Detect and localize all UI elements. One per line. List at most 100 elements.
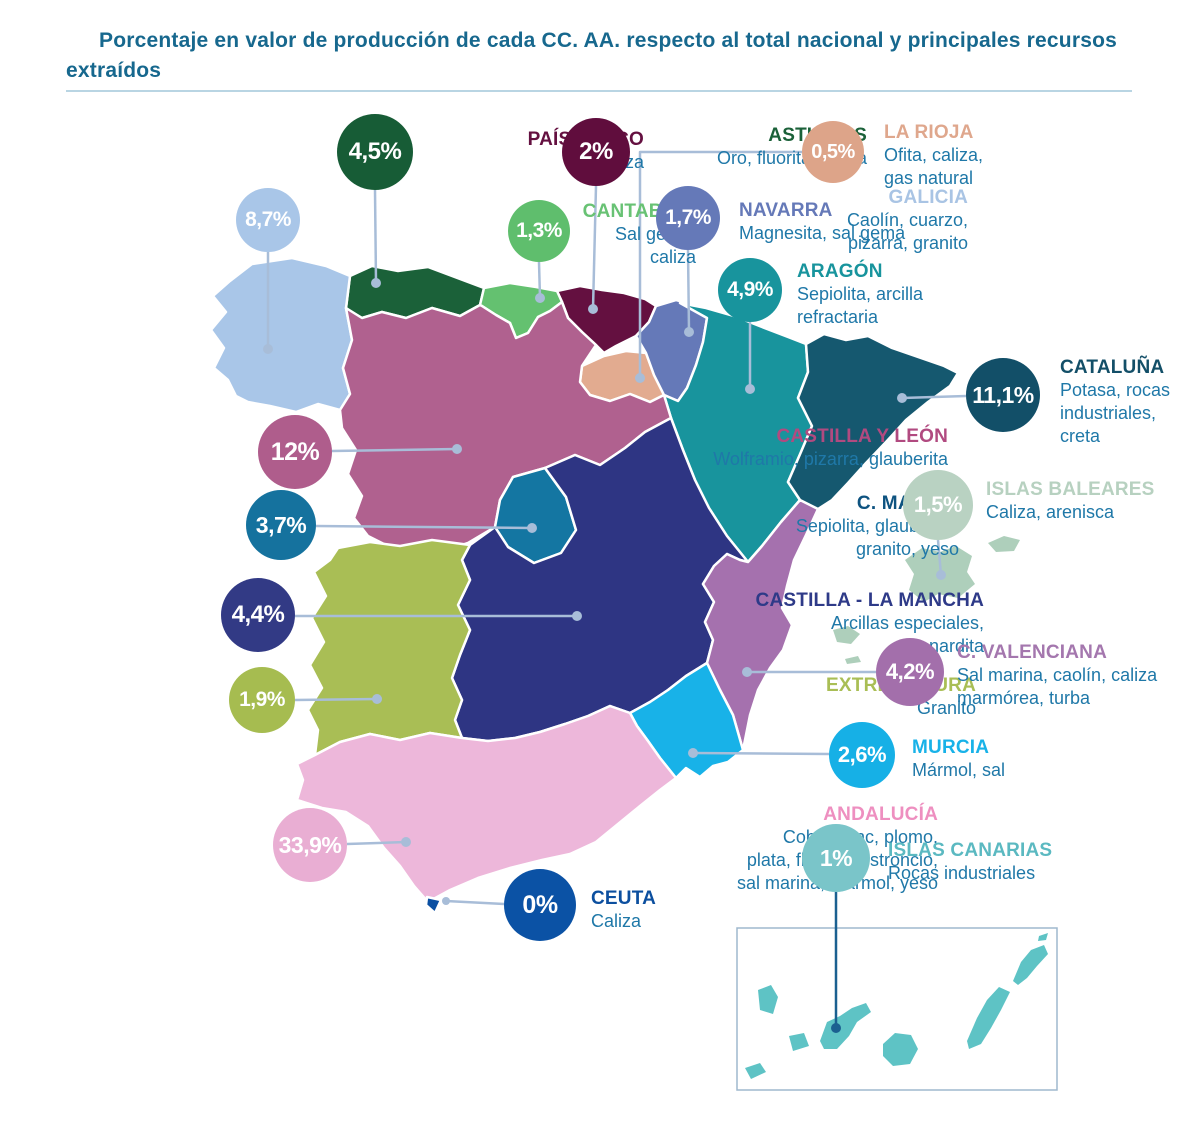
region-percent: 1,7% bbox=[665, 206, 711, 229]
region-percent: 4,2% bbox=[885, 659, 935, 684]
region-shape-galicia bbox=[209, 256, 354, 414]
tenerife-island bbox=[820, 1003, 871, 1049]
region-shape-andalucia bbox=[295, 704, 678, 904]
region-bubble-castillaleon: 12% bbox=[258, 415, 332, 489]
callout-line-larioja bbox=[638, 150, 802, 378]
region-label-navarra: NAVARRA Magnesita, sal gema bbox=[739, 199, 905, 245]
region-percent: 0,5% bbox=[811, 140, 855, 163]
region-name: NAVARRA bbox=[739, 200, 833, 221]
region-resources-line: pizarra, granito bbox=[847, 233, 968, 253]
region-label-cataluna: CATALUÑA Potasa, rocas industriales, creta bbox=[1060, 356, 1170, 448]
callout-dot-asturias bbox=[371, 278, 381, 288]
el-hierro-island bbox=[745, 1063, 766, 1079]
region-bubble-canarias: 1% bbox=[802, 824, 870, 892]
region-bubble-murcia: 2,6% bbox=[829, 722, 895, 788]
callout-line-castillaleon bbox=[331, 447, 458, 453]
region-shape-ceuta bbox=[424, 895, 443, 915]
region-name: MURCIA bbox=[912, 737, 990, 758]
fuerteventura-island bbox=[967, 987, 1010, 1049]
region-name: CASTILLA Y LEÓN bbox=[776, 426, 948, 447]
callout-line-madrid bbox=[315, 524, 533, 530]
region-bubble-galicia: 8,7% bbox=[236, 188, 300, 252]
callout-dot-extremadura bbox=[372, 694, 382, 704]
region-percent: 0% bbox=[522, 890, 558, 919]
region-percent: 4,5% bbox=[348, 138, 402, 165]
region-name: CASTILLA - LA MANCHA bbox=[755, 590, 984, 611]
region-resources-line: Wolframio, pizarra, glauberita bbox=[713, 449, 948, 469]
region-resources-line: Magnesita, sal gema bbox=[739, 223, 906, 243]
region-label-ceuta: CEUTA Caliza bbox=[591, 887, 656, 933]
region-bubble-asturias: 4,5% bbox=[337, 114, 413, 190]
region-label-aragon: ARAGÓN Sepiolita, arcilla refractaria bbox=[797, 260, 923, 329]
page-title: Porcentaje en valor de producción de cad… bbox=[66, 29, 1117, 82]
region-bubble-clm: 4,4% bbox=[221, 578, 295, 652]
callout-line-cataluna bbox=[901, 394, 967, 400]
region-resources-line: Caolín, cuarzo, bbox=[846, 210, 968, 230]
region-percent: 3,7% bbox=[255, 511, 307, 538]
region-name: ISLAS CANARIAS bbox=[888, 840, 1053, 861]
region-bubble-larioja: 0,5% bbox=[802, 121, 864, 183]
region-resources-line: Mármol, sal bbox=[912, 760, 1006, 780]
region-bubble-cantabria: 1,3% bbox=[508, 200, 570, 262]
region-name: LA RIOJA bbox=[884, 122, 974, 143]
region-name: CATALUÑA bbox=[1060, 357, 1165, 378]
region-resources-line: industriales, bbox=[1060, 403, 1157, 423]
callout-line-paisvasco bbox=[591, 185, 598, 310]
region-name: ANDALUCÍA bbox=[823, 804, 938, 825]
region-label-murcia: MURCIA Mármol, sal bbox=[912, 736, 1005, 782]
callout-dot-larioja bbox=[635, 373, 645, 383]
region-name: ISLAS BALEARES bbox=[986, 479, 1155, 500]
lanzarote-island bbox=[1013, 945, 1048, 985]
region-shape-extremadura bbox=[306, 538, 472, 757]
region-shape-castillaleon bbox=[338, 300, 673, 558]
callout-dot-clm bbox=[572, 611, 582, 621]
callout-dot-castillaleon bbox=[452, 444, 462, 454]
region-resources-line: creta bbox=[1060, 426, 1101, 446]
region-resources-line: refractaria bbox=[797, 307, 879, 327]
region-percent: 2% bbox=[579, 138, 613, 165]
ibiza-island bbox=[833, 626, 860, 644]
region-bubble-navarra: 1,7% bbox=[656, 186, 720, 250]
region-label-castillaleon: CASTILLA Y LEÓN Wolframio, pizarra, glaub… bbox=[713, 425, 948, 471]
callout-line-ceuta bbox=[445, 899, 505, 906]
region-percent: 1% bbox=[819, 844, 853, 871]
region-label-baleares: ISLAS BALEARES Caliza, arenisca bbox=[986, 478, 1155, 524]
region-percent: 33,9% bbox=[278, 831, 342, 858]
region-resources-line: thenardita bbox=[903, 636, 984, 656]
region-resources-line: Sal marina, caolín, caliza bbox=[957, 665, 1158, 685]
gran-canaria-island bbox=[883, 1033, 918, 1066]
region-name: CEUTA bbox=[591, 888, 657, 909]
region-label-galicia: GALICIA Caolín, cuarzo, pizarra, granito bbox=[847, 186, 968, 255]
callout-line-baleares bbox=[936, 539, 943, 576]
region-name: ARAGÓN bbox=[797, 261, 883, 282]
callout-line-extremadura bbox=[294, 697, 378, 702]
callout-dot-cataluna bbox=[897, 393, 907, 403]
region-resources-line: caliza bbox=[649, 247, 696, 267]
region-percent: 11,1% bbox=[972, 381, 1034, 408]
region-resources-line: gas natural bbox=[884, 168, 974, 188]
callout-dot-ceuta bbox=[442, 897, 450, 905]
callout-dot-madrid bbox=[527, 523, 537, 533]
region-percent: 4,4% bbox=[231, 601, 285, 628]
callout-line-andalucia bbox=[346, 840, 407, 846]
region-bubble-baleares: 1,5% bbox=[903, 470, 973, 540]
callout-dot-navarra bbox=[684, 327, 694, 337]
region-resources-line: Sepiolita, arcilla bbox=[797, 284, 924, 304]
la-graciosa-island bbox=[1038, 933, 1048, 941]
region-percent: 1,5% bbox=[913, 492, 963, 517]
region-bubble-aragon: 4,9% bbox=[718, 258, 782, 322]
region-resources-line: Granito bbox=[916, 698, 976, 718]
callout-dot-aragon bbox=[745, 384, 755, 394]
region-resources-line: Rocas industriales bbox=[888, 863, 1036, 883]
callout-dot-valenciana bbox=[742, 667, 752, 677]
la-gomera-island bbox=[789, 1033, 809, 1051]
region-percent: 1,9% bbox=[239, 688, 285, 711]
region-bubble-andalucia: 33,9% bbox=[273, 808, 347, 882]
region-shape-asturias bbox=[344, 264, 486, 320]
region-resources-line: granito, yeso bbox=[855, 539, 959, 559]
region-resources-line: Arcillas especiales, bbox=[830, 613, 984, 633]
region-resources-line: Potasa, rocas bbox=[1060, 380, 1171, 400]
region-bubble-ceuta: 0% bbox=[504, 869, 576, 941]
